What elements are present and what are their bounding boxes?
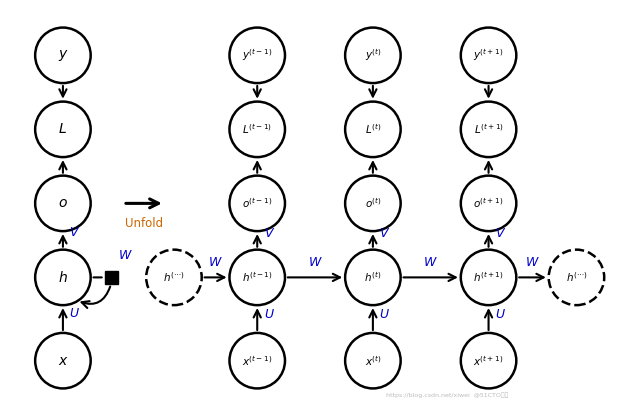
Text: $h^{(\cdots)}$: $h^{(\cdots)}$ xyxy=(565,270,587,284)
Text: $o$: $o$ xyxy=(58,196,68,210)
Text: $W$: $W$ xyxy=(423,256,438,269)
Text: $h^{(t-1)}$: $h^{(t-1)}$ xyxy=(242,270,272,284)
Text: $V$: $V$ xyxy=(263,228,275,240)
Text: $W$: $W$ xyxy=(308,256,323,269)
Text: $x$: $x$ xyxy=(57,354,68,368)
Text: $U$: $U$ xyxy=(379,308,390,321)
Text: $V$: $V$ xyxy=(495,228,506,240)
Text: $x^{(t+1)}$: $x^{(t+1)}$ xyxy=(473,354,504,368)
Text: Unfold: Unfold xyxy=(125,217,163,230)
Text: $o^{(t)}$: $o^{(t)}$ xyxy=(365,196,381,210)
Text: $L^{(t)}$: $L^{(t)}$ xyxy=(365,122,381,136)
Text: $y^{(t+1)}$: $y^{(t+1)}$ xyxy=(473,47,504,63)
Text: $U$: $U$ xyxy=(70,307,80,320)
Text: $x^{(t-1)}$: $x^{(t-1)}$ xyxy=(242,354,272,368)
Text: $h$: $h$ xyxy=(58,270,68,285)
Text: $o^{(t+1)}$: $o^{(t+1)}$ xyxy=(473,196,504,210)
Text: $h^{(t)}$: $h^{(t)}$ xyxy=(365,270,381,284)
Text: $L^{(t+1)}$: $L^{(t+1)}$ xyxy=(473,122,504,136)
Text: https://blog.csdn.net/xiwei  @51CTO博客: https://blog.csdn.net/xiwei @51CTO博客 xyxy=(386,392,508,398)
Text: $y$: $y$ xyxy=(57,48,68,63)
Text: $U$: $U$ xyxy=(495,308,506,321)
Text: $V$: $V$ xyxy=(70,226,80,240)
Text: $W$: $W$ xyxy=(525,256,540,269)
Text: $h^{(\cdots)}$: $h^{(\cdots)}$ xyxy=(163,270,185,284)
Text: $U$: $U$ xyxy=(264,308,275,321)
Text: $W$: $W$ xyxy=(118,249,133,262)
Text: $x^{(t)}$: $x^{(t)}$ xyxy=(365,354,381,368)
Bar xyxy=(104,271,117,284)
Text: $o^{(t-1)}$: $o^{(t-1)}$ xyxy=(242,196,272,210)
Text: $h^{(t+1)}$: $h^{(t+1)}$ xyxy=(473,270,504,284)
Text: $L$: $L$ xyxy=(59,122,68,136)
Text: $L^{(t-1)}$: $L^{(t-1)}$ xyxy=(242,122,272,136)
Text: $W$: $W$ xyxy=(208,256,223,269)
Text: $y^{(t-1)}$: $y^{(t-1)}$ xyxy=(242,47,272,63)
Text: $y^{(t)}$: $y^{(t)}$ xyxy=(365,47,381,63)
Text: $V$: $V$ xyxy=(379,228,390,240)
